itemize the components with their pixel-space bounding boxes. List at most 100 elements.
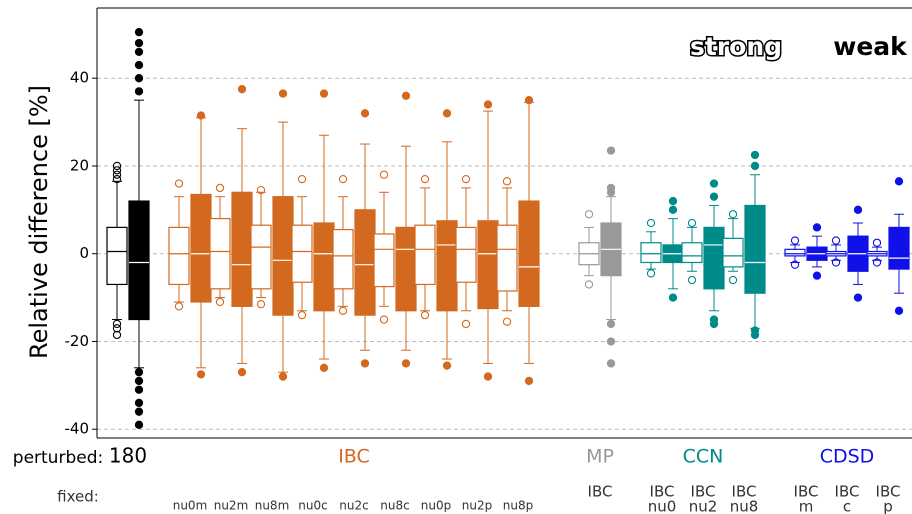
flier — [134, 398, 144, 408]
box-plot — [806, 223, 828, 280]
fixed-tick-label: IBC — [794, 483, 819, 501]
flier — [134, 376, 144, 386]
group-label: 180 — [109, 444, 147, 468]
fixed-tick-label: p — [883, 498, 893, 514]
y-tick-label: 0 — [79, 244, 89, 262]
box-plot — [414, 174, 436, 320]
flier — [750, 161, 760, 171]
flier — [584, 280, 594, 289]
box — [209, 218, 231, 290]
flier — [687, 218, 697, 228]
box — [640, 242, 662, 264]
flier — [853, 205, 863, 214]
flier — [483, 100, 493, 109]
flier — [872, 258, 882, 267]
box-plot — [662, 196, 684, 302]
group-label: CCN — [683, 446, 724, 468]
flier — [134, 74, 144, 83]
box-plot — [518, 95, 540, 386]
flier — [812, 271, 822, 280]
flier — [668, 293, 678, 302]
flier — [112, 166, 122, 175]
flier — [379, 170, 389, 179]
box — [888, 226, 910, 270]
box-plot — [477, 100, 499, 381]
flier — [174, 179, 184, 188]
flier — [831, 258, 841, 267]
perturbed-label: perturbed: — [13, 448, 103, 468]
flier — [461, 174, 471, 184]
fixed-tick-label: c — [843, 498, 851, 514]
box-plot — [168, 179, 190, 311]
flier — [812, 223, 822, 232]
flier — [134, 87, 144, 96]
fixed-tick-label: nu2 — [689, 498, 718, 514]
box-plot — [600, 146, 622, 368]
flier — [256, 300, 266, 309]
flier — [256, 185, 266, 195]
flier — [831, 236, 841, 245]
flier — [237, 368, 247, 377]
flier — [709, 179, 719, 188]
y-axis-label: Relative difference [%] — [25, 85, 53, 359]
fixed-tick-label: IBC — [835, 483, 860, 501]
flier — [606, 337, 616, 346]
flier — [278, 372, 288, 381]
legend-weak: weak — [833, 32, 908, 61]
box — [354, 209, 376, 316]
box-plot — [128, 27, 150, 429]
box-plot — [272, 89, 294, 381]
box-plot — [722, 210, 744, 285]
fixed-tick-label: m — [799, 498, 814, 514]
flier — [606, 319, 616, 329]
box — [744, 204, 766, 294]
box — [190, 193, 212, 303]
flier — [134, 38, 144, 48]
box-plot — [373, 170, 395, 324]
fixed-tick-label: IBC — [691, 483, 716, 501]
flier — [360, 359, 370, 368]
box — [784, 248, 806, 257]
box — [250, 224, 272, 290]
flier — [338, 306, 348, 315]
box — [496, 224, 518, 292]
box — [436, 220, 458, 312]
flier — [338, 174, 348, 184]
flier — [894, 306, 904, 315]
fixed-tick-label: nu2c — [339, 499, 368, 513]
box — [722, 237, 744, 268]
flier — [297, 174, 307, 184]
fixed-label: fixed: — [57, 488, 99, 506]
box-plot — [681, 218, 703, 285]
fixed-tick-label: nu0m — [173, 499, 208, 513]
box — [291, 224, 313, 283]
fixed-tick-label: nu8m — [255, 499, 290, 513]
fixed-tick-label: IBC — [876, 483, 901, 501]
box-plot — [784, 236, 806, 269]
flier — [379, 315, 389, 324]
flier — [584, 210, 594, 219]
box — [168, 226, 190, 286]
flier — [687, 275, 697, 285]
flier — [872, 238, 882, 247]
box — [681, 242, 703, 264]
flier — [646, 269, 656, 278]
y-tick-label: -40 — [65, 420, 90, 438]
flier — [278, 89, 288, 98]
flier — [134, 407, 144, 416]
flier — [524, 376, 534, 386]
box — [373, 233, 395, 288]
box — [518, 200, 540, 307]
box-plot — [496, 177, 518, 326]
flier — [196, 111, 206, 120]
flier — [319, 89, 329, 98]
group-label: MP — [586, 446, 614, 468]
box-plot — [455, 174, 477, 329]
box — [703, 226, 725, 290]
flier — [112, 324, 122, 333]
flier — [790, 236, 800, 245]
flier — [134, 420, 144, 429]
fixed-tick-label: nu0p — [421, 499, 451, 513]
box-plot — [578, 210, 600, 289]
